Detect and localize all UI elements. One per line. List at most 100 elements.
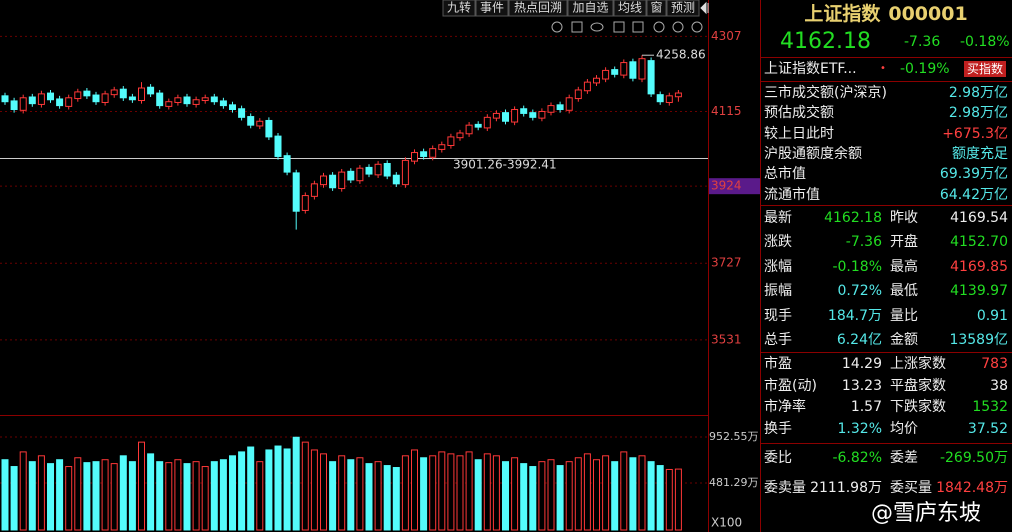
volume-bar [656, 465, 664, 531]
buy-button[interactable]: 买指数 [964, 61, 1007, 77]
volume-bar [411, 449, 418, 531]
stats-label: 振幅 [764, 283, 792, 300]
toolbar-button[interactable] [475, 0, 509, 17]
candle-body [574, 89, 582, 100]
toolbar-label[interactable]: 预测 [671, 1, 695, 15]
stats-label: 最高 [890, 258, 918, 275]
candle-body [128, 96, 136, 101]
y-tick-label: 4115 [711, 104, 742, 118]
volume-bar [56, 459, 64, 531]
candle-body [310, 183, 318, 197]
tick-highlight [709, 178, 760, 195]
toolbar-label[interactable]: 加自选 [572, 1, 608, 15]
quote-panel: 上证指数 000001 4162.18 -7.36 -0.18% 上证指数ETF... • -… [761, 0, 1012, 532]
icon[interactable] [590, 22, 604, 32]
valuation-label: 下跌家数 [890, 399, 946, 415]
toolbar-button[interactable] [508, 0, 568, 17]
icon[interactable] [551, 21, 563, 33]
volume-bar [329, 461, 337, 531]
icon[interactable] [571, 21, 583, 33]
toolbar-label[interactable]: 九转 [447, 0, 471, 15]
volume-bar [347, 459, 355, 531]
toolbar-label[interactable]: 热点回溯 [514, 0, 562, 15]
candle-body [101, 93, 109, 103]
volume-bar [19, 451, 27, 531]
market-value: 69.39万亿 [939, 166, 1008, 183]
separator [761, 81, 1012, 82]
volume-bar [229, 455, 236, 531]
icon[interactable] [672, 21, 684, 33]
candle-body [292, 172, 300, 212]
market-row: 总市值 69.39万亿 [764, 164, 1008, 184]
toolbar-label[interactable]: 均线 [618, 1, 642, 15]
valuation-row: 换手 1.32% 均价 37.52 [764, 419, 1008, 439]
toolbar-icons [551, 21, 703, 33]
volume-bar [593, 459, 600, 531]
volume-bar [1, 459, 9, 531]
volume-bar [538, 461, 546, 531]
stats-value: 4139.97 [950, 283, 1008, 300]
toolbar-button[interactable] [442, 0, 476, 17]
candle-body [119, 88, 127, 99]
candle-body [365, 166, 373, 175]
separator [761, 57, 1012, 58]
candle-body [502, 112, 509, 122]
volume-bar [638, 455, 646, 531]
candle-body [620, 62, 628, 76]
stats-value: 4162.18 [824, 210, 882, 226]
volume-bar [274, 445, 282, 531]
volume-bar [238, 451, 246, 531]
high-label: 4258.86 [656, 48, 706, 62]
volume-bar [283, 448, 291, 531]
candle-body [438, 144, 446, 150]
candle-body [556, 104, 564, 111]
candle-body [374, 163, 382, 176]
market-label: 三市成交额(沪深京) [764, 85, 887, 101]
volume-bar [47, 463, 54, 531]
volume-bar [465, 451, 473, 531]
valuation-label: 市净率 [764, 399, 806, 415]
toolbar-button[interactable] [666, 0, 700, 17]
stats-label: 开盘 [890, 234, 918, 251]
icon[interactable] [613, 21, 625, 33]
icon[interactable] [632, 21, 644, 33]
etf-name: 上证指数ETF... [764, 61, 857, 77]
volume-bar [165, 462, 173, 531]
orders-row: 委比 -6.82% 委差 -269.50万 [764, 448, 1008, 468]
orders-label: 委差 [890, 450, 918, 466]
market-label: 流通市值 [764, 186, 820, 203]
toolbar-button[interactable] [646, 0, 667, 17]
market-row: 流通市值 64.42万亿 [764, 185, 1008, 205]
volume-bar [374, 461, 382, 531]
valuation-value: 1.32% [837, 420, 882, 437]
icon[interactable] [653, 21, 665, 33]
toolbar-button[interactable] [567, 0, 614, 17]
orders-label: 委买量 [890, 480, 932, 496]
volume-bar [456, 455, 464, 531]
stats-label: 昨收 [890, 210, 918, 226]
panel-toggle[interactable] [700, 1, 709, 15]
candle-body [65, 97, 73, 107]
volume-tick-label: 952.55万 [709, 430, 759, 443]
toolbar-label[interactable]: 窗 [650, 1, 662, 15]
candle-body [192, 99, 200, 105]
toolbar-button[interactable] [613, 0, 647, 17]
candle-body [656, 94, 664, 103]
candle-body [210, 96, 218, 103]
stats-value: 13589亿 [949, 332, 1008, 348]
y-tick-label: 3924 [711, 179, 742, 193]
toolbar-label[interactable]: 事件 [480, 1, 504, 15]
volume-bar [583, 453, 591, 531]
stats-row: 涨跌 -7.36 开盘 4152.70 [764, 232, 1008, 252]
market-value: 2.98万亿 [948, 85, 1008, 101]
candle-body [28, 96, 36, 105]
valuation-label: 市盈 [764, 356, 792, 372]
candle-body [401, 159, 409, 186]
orders-label: 委比 [764, 450, 792, 466]
volume-bar [338, 455, 346, 531]
volume-bar [128, 461, 136, 531]
valuation-value: 13.23 [841, 377, 882, 394]
stats-value: 4169.54 [950, 210, 1008, 226]
icon[interactable] [691, 21, 703, 33]
chart: 九转 事件 热点回溯 加自选 均线窗预测 4307 4115 3924 3727 3531 952… [0, 0, 761, 532]
